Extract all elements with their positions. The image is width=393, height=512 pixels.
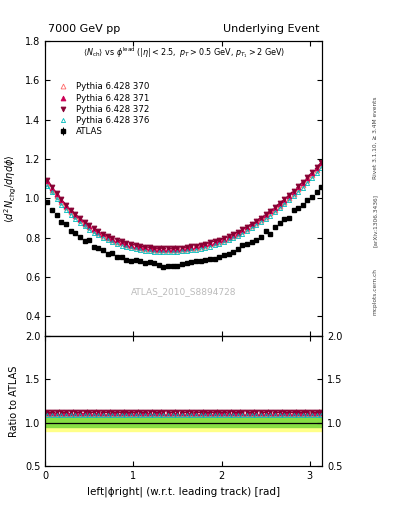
- Line: Pythia 6.428 372: Pythia 6.428 372: [45, 160, 324, 251]
- Pythia 6.428 370: [115, 239, 119, 245]
- Pythia 6.428 371: [115, 238, 119, 244]
- Legend: Pythia 6.428 370, Pythia 6.428 371, Pythia 6.428 372, Pythia 6.428 376, ATLAS: Pythia 6.428 370, Pythia 6.428 371, Pyth…: [51, 79, 153, 139]
- Pythia 6.428 376: [115, 241, 119, 247]
- Pythia 6.428 371: [222, 236, 226, 242]
- Pythia 6.428 376: [222, 239, 226, 245]
- Bar: [45, 414, 322, 431]
- Pythia 6.428 370: [319, 162, 324, 168]
- Pythia 6.428 372: [222, 235, 226, 241]
- Pythia 6.428 370: [166, 247, 171, 253]
- Pythia 6.428 370: [124, 242, 129, 248]
- Pythia 6.428 371: [138, 244, 143, 250]
- Pythia 6.428 372: [319, 159, 324, 165]
- Pythia 6.428 371: [319, 160, 324, 166]
- X-axis label: left|ϕright| (w.r.t. leading track) [rad]: left|ϕright| (w.r.t. leading track) [rad…: [87, 486, 280, 497]
- Y-axis label: $\langle d^2 N_{\rm chg}/d\eta d\phi\rangle$: $\langle d^2 N_{\rm chg}/d\eta d\phi\ran…: [3, 154, 19, 223]
- Pythia 6.428 376: [133, 246, 138, 252]
- Pythia 6.428 376: [124, 244, 129, 250]
- Pythia 6.428 376: [45, 182, 50, 188]
- Pythia 6.428 372: [138, 243, 143, 249]
- Text: [arXiv:1306.3436]: [arXiv:1306.3436]: [373, 194, 378, 247]
- Pythia 6.428 372: [124, 240, 129, 246]
- Pythia 6.428 370: [133, 244, 138, 250]
- Pythia 6.428 376: [166, 249, 171, 255]
- Pythia 6.428 376: [138, 247, 143, 253]
- Line: Pythia 6.428 371: Pythia 6.428 371: [45, 161, 324, 251]
- Pythia 6.428 371: [92, 226, 96, 232]
- Line: Pythia 6.428 376: Pythia 6.428 376: [45, 166, 323, 254]
- Text: ATLAS_2010_S8894728: ATLAS_2010_S8894728: [131, 287, 237, 296]
- Pythia 6.428 376: [92, 230, 96, 236]
- Pythia 6.428 370: [92, 227, 96, 233]
- Text: $\langle N_{\rm ch}\rangle$ vs $\phi^{\rm lead}$ ($|\eta| < 2.5,\ p_T > 0.5$ GeV: $\langle N_{\rm ch}\rangle$ vs $\phi^{\r…: [83, 46, 285, 60]
- Text: 7000 GeV pp: 7000 GeV pp: [48, 24, 120, 34]
- Text: Underlying Event: Underlying Event: [223, 24, 320, 34]
- Pythia 6.428 372: [115, 237, 119, 243]
- Text: mcplots.cern.ch: mcplots.cern.ch: [373, 268, 378, 315]
- Pythia 6.428 372: [133, 242, 138, 248]
- Pythia 6.428 370: [138, 245, 143, 251]
- Bar: [45, 418, 322, 427]
- Line: Pythia 6.428 370: Pythia 6.428 370: [45, 163, 324, 253]
- Pythia 6.428 376: [319, 165, 324, 172]
- Pythia 6.428 371: [133, 243, 138, 249]
- Pythia 6.428 372: [166, 245, 171, 251]
- Pythia 6.428 372: [45, 177, 50, 183]
- Pythia 6.428 370: [222, 237, 226, 243]
- Text: Rivet 3.1.10, ≥ 3.4M events: Rivet 3.1.10, ≥ 3.4M events: [373, 97, 378, 180]
- Y-axis label: Ratio to ATLAS: Ratio to ATLAS: [9, 365, 19, 437]
- Pythia 6.428 372: [92, 225, 96, 231]
- Pythia 6.428 371: [124, 241, 129, 247]
- Pythia 6.428 371: [45, 178, 50, 184]
- Pythia 6.428 370: [45, 180, 50, 186]
- Pythia 6.428 371: [166, 246, 171, 252]
